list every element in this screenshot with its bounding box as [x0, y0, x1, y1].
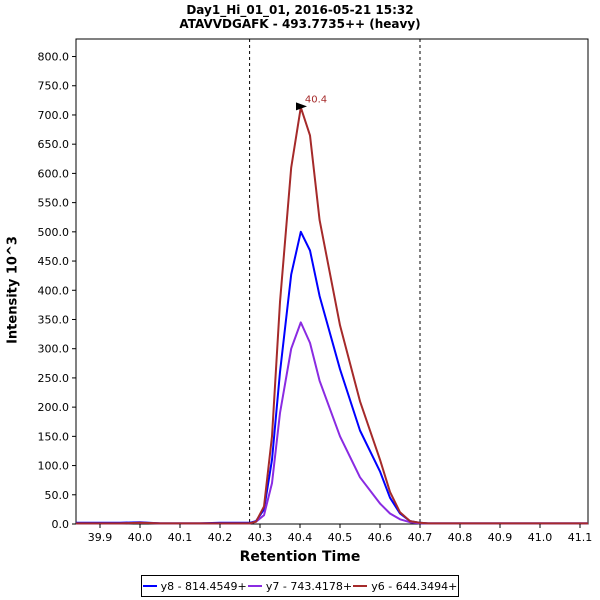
legend-label-y7: y7 - 743.4178+	[265, 579, 353, 593]
legend-swatch-y6	[353, 585, 368, 587]
y-axis-label: Intensity 10^3	[5, 236, 21, 344]
legend-swatch-y8	[142, 585, 157, 587]
y-tick-label: 650.0	[38, 138, 70, 151]
legend: y8 - 814.4549+ y7 - 743.4178+ y6 - 644.3…	[141, 575, 459, 597]
x-tick-label: 40.1	[168, 531, 193, 544]
y-tick-label: 500.0	[38, 226, 70, 239]
x-tick-label: 40.5	[328, 531, 353, 544]
legend-item-y7: y7 - 743.4178+	[247, 579, 353, 593]
x-tick-label: 40.7	[408, 531, 433, 544]
peak-label: 40.4	[305, 94, 327, 105]
legend-swatch-y7	[247, 585, 262, 587]
x-tick-label: 40.4	[288, 531, 313, 544]
y-tick-label: 600.0	[38, 167, 70, 180]
y-tick-label: 200.0	[38, 401, 70, 414]
y-tick-label: 50.0	[45, 489, 70, 502]
x-axis-label: Retention Time	[239, 549, 361, 565]
legend-label-y8: y8 - 814.4549+	[160, 579, 247, 593]
y-tick-label: 350.0	[38, 313, 70, 326]
x-tick-label: 41.0	[528, 531, 553, 544]
legend-item-y8: y8 - 814.4549+	[142, 579, 247, 593]
peak-marker	[296, 102, 307, 111]
legend-item-y6: y6 - 644.3494+	[353, 580, 457, 593]
chart-title: Day1_Hi_01_01, 2016-05-21 15:32	[186, 3, 414, 17]
x-tick-label: 40.0	[128, 531, 153, 544]
y-tick-label: 550.0	[38, 197, 70, 210]
y-tick-label: 700.0	[38, 109, 70, 122]
y-tick-label: 100.0	[38, 460, 70, 473]
y-tick-label: 250.0	[38, 372, 70, 385]
legend-label-y6: y6 - 644.3494+	[371, 579, 458, 593]
x-tick-label: 40.2	[208, 531, 233, 544]
x-tick-label: 40.3	[248, 531, 273, 544]
chart-subtitle: ATAVVDGAFK - 493.7735++ (heavy)	[179, 17, 421, 31]
x-tick-label: 40.6	[368, 531, 393, 544]
y-tick-label: 800.0	[38, 51, 70, 64]
x-tick-label: 40.9	[488, 531, 513, 544]
series-line-y6	[76, 106, 588, 525]
y-tick-label: 300.0	[38, 343, 70, 356]
x-tick-label: 40.8	[448, 531, 473, 544]
x-tick-label: 39.9	[88, 531, 113, 544]
y-tick-label: 0.0	[52, 518, 70, 531]
y-tick-label: 150.0	[38, 430, 70, 443]
x-tick-label: 41.1	[568, 531, 593, 544]
y-tick-label: 400.0	[38, 284, 70, 297]
y-tick-label: 450.0	[38, 255, 70, 268]
y-tick-label: 750.0	[38, 80, 70, 93]
